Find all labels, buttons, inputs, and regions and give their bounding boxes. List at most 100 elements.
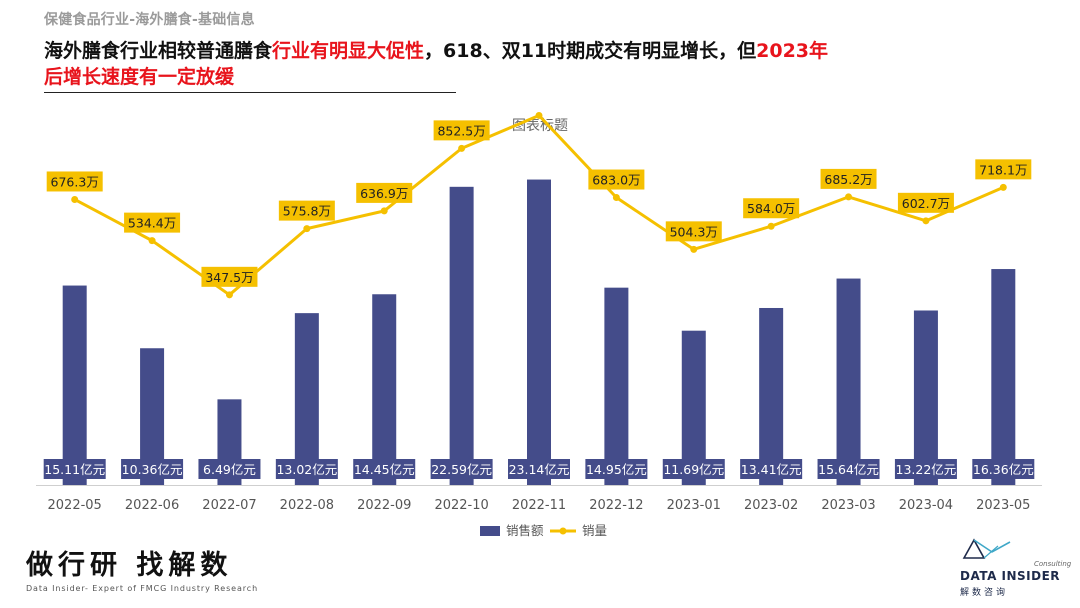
bar-label-box-2022-11 <box>508 459 570 479</box>
bar-2022-11 <box>527 179 551 485</box>
volume-point-2022-09 <box>380 207 388 215</box>
bar-2022-09 <box>372 294 397 485</box>
volume-data-label-2022-05: 676.3万 <box>51 174 99 189</box>
brand-mark-icon <box>962 538 1011 559</box>
volume-point-2022-08 <box>303 225 311 233</box>
volume-label-box-2023-01 <box>665 221 722 242</box>
x-tick-label-2023-05: 2023-05 <box>976 498 1030 513</box>
x-tick-label-2023-02: 2023-02 <box>744 498 798 513</box>
legend-swatch-volume-dot <box>559 527 567 535</box>
bar-2023-02 <box>759 307 784 485</box>
volume-data-label-2022-10: 852.5万 <box>437 123 485 138</box>
volume-label-box-2022-10 <box>433 120 490 141</box>
volume-point-2023-01 <box>690 245 698 253</box>
volume-data-label-2022-09: 636.9万 <box>360 186 408 201</box>
x-tick-label-2022-11: 2022-11 <box>512 498 566 513</box>
legend-label-sales: 销售额 <box>506 523 544 538</box>
bar-label-box-2023-04 <box>894 459 957 479</box>
volume-point-2022-05 <box>71 195 79 203</box>
bar-data-label-2022-06: 10.36亿元 <box>122 462 183 477</box>
brand-consulting-label: Consulting <box>1034 560 1072 568</box>
volume-point-2023-04 <box>922 217 930 225</box>
volume-data-label-2023-04: 602.7万 <box>902 196 950 211</box>
bar-data-label-2023-03: 15.64亿元 <box>818 462 879 477</box>
bar-data-label-2023-04: 13.22亿元 <box>896 462 957 477</box>
bar-data-label-2023-02: 13.41亿元 <box>741 462 802 477</box>
sales-volume-chart: 图表标题 15.11亿元 10.36亿元 6.49亿元 13.02亿元 14.45亿元 22… <box>36 111 1042 538</box>
x-tick-label-2022-06: 2022-06 <box>125 498 179 513</box>
bar-data-label-2023-05: 16.36亿元 <box>973 462 1034 477</box>
bar-data-label-2023-01: 11.69亿元 <box>663 462 724 477</box>
bar-label-box-2023-01 <box>662 459 725 479</box>
bar-2022-12 <box>604 287 629 485</box>
bar-2023-04 <box>913 310 938 485</box>
x-tick-label-2022-10: 2022-10 <box>434 498 488 513</box>
bar-2023-03 <box>836 278 861 485</box>
legend-label-volume: 销量 <box>582 523 607 538</box>
x-tick-label-2023-04: 2023-04 <box>899 498 953 513</box>
volume-label-box-2023-04 <box>897 192 954 213</box>
bar-2022-05 <box>62 285 87 485</box>
volume-point-2022-10 <box>458 144 466 152</box>
bar-data-label-2022-12: 14.95亿元 <box>586 462 647 477</box>
bar-label-box-2022-10 <box>430 459 493 479</box>
volume-point-2022-11 <box>535 111 543 119</box>
headline-underline <box>44 92 456 93</box>
headline-part-3: ，618、双11时期成交有明显增长，但 <box>424 40 757 62</box>
bar-data-label-2022-05: 15.11亿元 <box>44 462 105 477</box>
bar-2022-08 <box>294 313 319 485</box>
volume-point-2023-05 <box>999 183 1007 191</box>
x-tick-label-2022-09: 2022-09 <box>357 498 411 513</box>
volume-label-box-2022-09 <box>356 182 413 203</box>
bar-label-box-2022-09 <box>353 459 416 479</box>
brand-cn-name: 解数咨询 <box>960 588 1009 598</box>
volume-label-box-2022-05 <box>46 171 103 192</box>
bar-data-label-2022-08: 13.02亿元 <box>276 462 337 477</box>
bar-label-box-2023-05 <box>972 459 1035 479</box>
bar-label-box-2023-03 <box>817 459 880 479</box>
bar-data-label-2022-07: 6.49亿元 <box>203 462 256 477</box>
bar-label-box-2022-07 <box>198 459 261 479</box>
footer-tagline: Data Insider- Expert of FMCG Industry Re… <box>26 584 259 593</box>
volume-label-box-2023-03 <box>820 168 877 189</box>
headline-part-1: 海外膳食行业相较普通膳食 <box>44 40 273 62</box>
bar-label-box-2022-05 <box>43 459 106 479</box>
volume-label-box-2022-06 <box>124 212 181 233</box>
bar-label-box-2022-08 <box>275 459 338 479</box>
volume-data-label-2023-03: 685.2万 <box>824 172 872 187</box>
volume-data-label-2022-06: 534.4万 <box>128 216 176 231</box>
bar-data-label-2022-09: 14.45亿元 <box>354 462 415 477</box>
volume-point-2023-03 <box>845 193 853 201</box>
breadcrumb: 保健食品行业-海外膳食-基础信息 <box>44 12 255 28</box>
x-tick-label-2022-08: 2022-08 <box>280 498 334 513</box>
headline-part-2: 行业有明显大促性 <box>272 40 425 62</box>
bar-label-box-2023-02 <box>740 459 803 479</box>
brand-logo: Consulting DATA INSIDER 解数咨询 <box>952 534 1072 604</box>
chart-title: 图表标题 <box>512 118 568 134</box>
footer-slogan: 做行研 找解数 <box>26 550 233 581</box>
bar-label-box-2022-12 <box>585 459 648 479</box>
bar-2022-10 <box>449 186 474 485</box>
x-tick-label-2022-05: 2022-05 <box>48 498 102 513</box>
volume-data-label-2022-07: 347.5万 <box>205 270 253 285</box>
volume-point-2022-06 <box>148 237 156 245</box>
volume-point-2022-12 <box>612 194 620 202</box>
x-tick-label-2023-01: 2023-01 <box>667 498 721 513</box>
x-tick-label-2022-12: 2022-12 <box>589 498 643 513</box>
volume-data-label-2023-02: 584.0万 <box>747 201 795 216</box>
bar-2023-05 <box>991 269 1016 485</box>
volume-label-box-2022-12 <box>588 169 645 190</box>
volume-point-2022-07 <box>225 291 233 299</box>
bar-label-box-2022-06 <box>121 459 184 479</box>
brand-name: DATA INSIDER <box>960 569 1061 583</box>
volume-data-label-2022-08: 575.8万 <box>283 204 331 219</box>
x-tick-label-2022-07: 2022-07 <box>202 498 256 513</box>
legend-swatch-sales <box>480 526 500 536</box>
volume-label-box-2023-05 <box>975 159 1032 180</box>
volume-data-label-2022-12: 683.0万 <box>592 173 640 188</box>
x-tick-label-2023-03: 2023-03 <box>821 498 875 513</box>
volume-label-box-2022-08 <box>278 200 335 221</box>
volume-data-label-2023-05: 718.1万 <box>979 162 1027 177</box>
headline: 海外膳食行业相较普通膳食行业有明显大促性，618、双11时期成交有明显增长，但2… <box>44 38 834 90</box>
bar-data-label-2022-10: 22.59亿元 <box>431 462 492 477</box>
